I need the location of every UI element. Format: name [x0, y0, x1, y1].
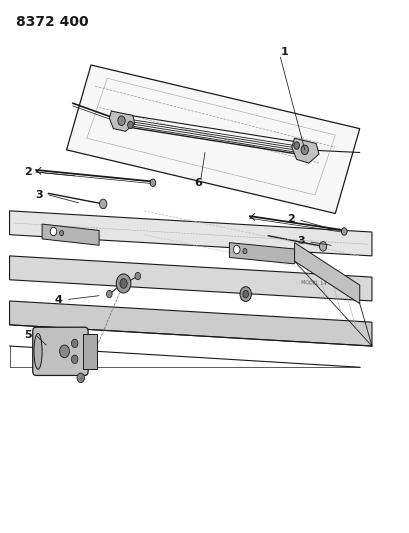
- Circle shape: [119, 279, 127, 288]
- Text: 3: 3: [35, 190, 43, 200]
- FancyBboxPatch shape: [33, 327, 88, 375]
- Polygon shape: [109, 111, 134, 131]
- Text: 8372 400: 8372 400: [16, 14, 88, 29]
- Circle shape: [239, 287, 251, 302]
- Circle shape: [242, 290, 248, 298]
- Circle shape: [71, 355, 78, 364]
- Text: 6: 6: [194, 178, 202, 188]
- Circle shape: [233, 245, 239, 254]
- Circle shape: [150, 179, 155, 187]
- Text: 3: 3: [297, 236, 305, 246]
- Circle shape: [319, 241, 326, 251]
- Ellipse shape: [34, 334, 42, 369]
- Circle shape: [300, 145, 308, 155]
- Polygon shape: [229, 243, 294, 264]
- Circle shape: [127, 121, 133, 128]
- Polygon shape: [9, 301, 371, 346]
- Polygon shape: [42, 224, 99, 245]
- Circle shape: [117, 116, 125, 125]
- Polygon shape: [294, 243, 359, 304]
- Circle shape: [50, 227, 56, 236]
- Circle shape: [135, 272, 140, 280]
- Text: MODEL 14 - 18 M/M/H: MODEL 14 - 18 M/M/H: [300, 280, 353, 287]
- Polygon shape: [291, 138, 318, 163]
- Polygon shape: [83, 334, 97, 368]
- Circle shape: [59, 230, 63, 236]
- Text: 2: 2: [24, 167, 31, 177]
- Circle shape: [59, 345, 69, 358]
- Circle shape: [77, 373, 84, 383]
- Text: 4: 4: [54, 295, 62, 305]
- Polygon shape: [9, 211, 371, 256]
- Polygon shape: [66, 65, 359, 214]
- Text: 1: 1: [280, 47, 288, 56]
- Circle shape: [341, 228, 346, 235]
- Circle shape: [242, 248, 246, 254]
- Polygon shape: [9, 256, 371, 301]
- Circle shape: [293, 142, 299, 149]
- Circle shape: [106, 290, 112, 298]
- Circle shape: [116, 274, 130, 293]
- Text: 5: 5: [24, 330, 31, 341]
- Circle shape: [71, 339, 78, 348]
- Circle shape: [99, 199, 107, 209]
- Text: 2: 2: [287, 214, 294, 224]
